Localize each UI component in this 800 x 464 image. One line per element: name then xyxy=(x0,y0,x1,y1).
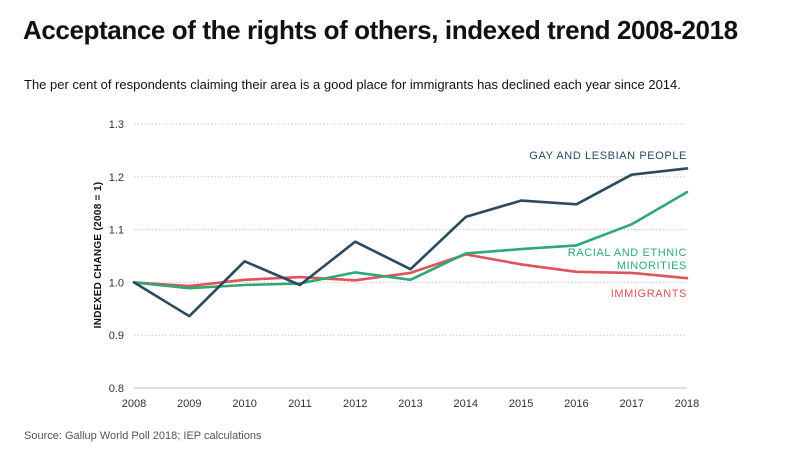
x-tick-label: 2013 xyxy=(398,398,422,410)
x-tick-label: 2012 xyxy=(343,398,367,410)
series-labels: GAY AND LESBIAN PEOPLE RACIAL AND ETHNIC M… xyxy=(529,150,687,300)
x-tick-label: 2015 xyxy=(509,398,533,410)
y-axis-label: INDEXED CHANGE (2008 = 1) xyxy=(93,182,104,329)
chart-title: Acceptance of the rights of others, inde… xyxy=(23,15,738,45)
y-tick-label: 0.9 xyxy=(109,330,124,342)
x-tick-label: 2017 xyxy=(619,398,643,410)
x-axis-ticks: 2008 2009 2010 2011 2012 2013 2014 2015 2016 2017… xyxy=(122,398,699,410)
series-lines xyxy=(132,167,689,318)
y-tick-label: 1.0 xyxy=(109,277,124,289)
y-tick-label: 1.1 xyxy=(109,225,124,237)
series-label: RACIAL AND ETHNIC MINORITIES xyxy=(568,247,687,272)
source-note: Source: Gallup World Poll 2018; IEP calc… xyxy=(24,430,262,442)
y-tick-label: 1.3 xyxy=(109,119,124,131)
series-label: GAY AND LESBIAN PEOPLE xyxy=(529,150,687,162)
series-line-immigrants xyxy=(132,253,689,288)
x-tick-label: 2016 xyxy=(564,398,588,410)
series-label: IMMIGRANTS xyxy=(611,288,687,300)
x-tick-label: 2018 xyxy=(675,398,699,410)
y-tick-label: 1.2 xyxy=(109,172,124,184)
series-line-gay-and-lesbian-people xyxy=(132,167,689,318)
x-tick-label: 2008 xyxy=(122,398,146,410)
y-axis-ticks: 0.8 0.9 1.0 1.1 1.2 1.3 xyxy=(109,119,124,395)
x-tick-label: 2010 xyxy=(232,398,256,410)
x-tick-label: 2009 xyxy=(177,398,201,410)
series-line-racial-and-ethnic-minorities xyxy=(132,190,689,290)
x-tick-label: 2011 xyxy=(288,398,312,410)
y-tick-label: 0.8 xyxy=(109,383,124,395)
line-chart: 0.80.91.01.11.21.3 2008 2009 2010 2011 2012 2… xyxy=(93,119,699,410)
x-tick-label: 2014 xyxy=(454,398,478,410)
chart-subtitle: The per cent of respondents claiming the… xyxy=(24,77,681,92)
